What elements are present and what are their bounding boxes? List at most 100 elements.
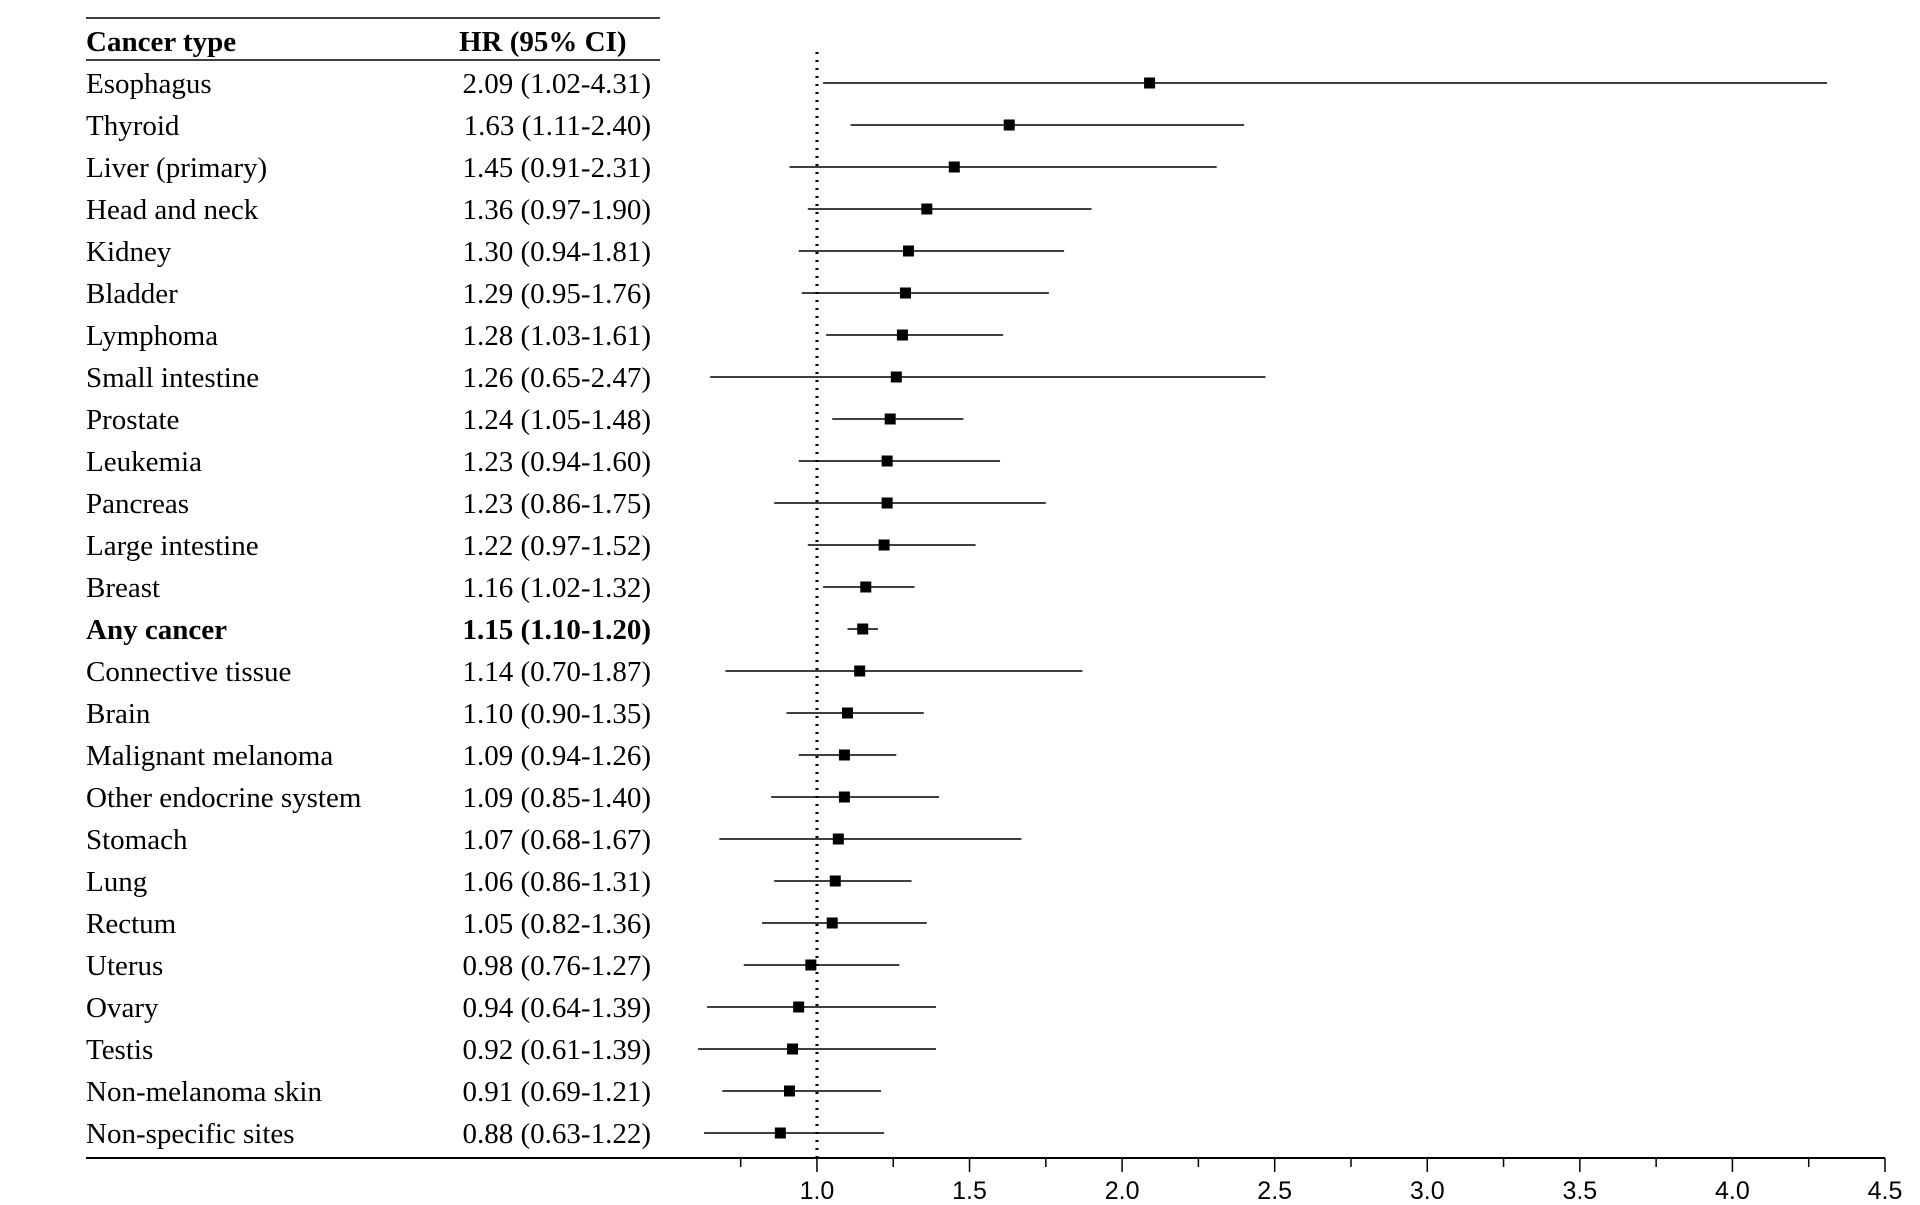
hr-point-marker <box>899 287 911 299</box>
row-label: Uterus <box>86 950 163 982</box>
table-row: Lung 1.06 (0.86-1.31) <box>86 866 912 898</box>
row-hr-ci: 0.94 (0.64-1.39) <box>463 992 651 1024</box>
hr-point-marker <box>860 581 872 593</box>
row-hr-ci: 1.06 (0.86-1.31) <box>463 866 651 898</box>
table-row: Large intestine 1.22 (0.97-1.52) <box>86 530 976 562</box>
row-hr-ci: 2.09 (1.02-4.31) <box>463 68 651 100</box>
table-row: Leukemia 1.23 (0.94-1.60) <box>86 446 1001 478</box>
table-row: Rectum 1.05 (0.82-1.36) <box>86 908 927 940</box>
table-row: Liver (primary) 1.45 (0.91-2.31) <box>86 152 1217 184</box>
table-row: Connective tissue 1.14 (0.70-1.87) <box>86 656 1083 688</box>
row-label: Other endocrine system <box>86 782 362 814</box>
row-label: Any cancer <box>86 614 227 646</box>
row-label: Lymphoma <box>86 320 218 352</box>
row-hr-ci: 1.09 (0.85-1.40) <box>463 782 651 814</box>
table-row: Non-melanoma skin 0.91 (0.69-1.21) <box>86 1076 882 1108</box>
row-hr-ci: 1.23 (0.94-1.60) <box>463 446 651 478</box>
x-tick-label: 3.0 <box>1410 1177 1445 1205</box>
column-header-hr-ci: HR (95% CI) <box>459 26 627 58</box>
row-hr-ci: 1.07 (0.68-1.67) <box>463 824 651 856</box>
row-label: Thyroid <box>86 110 180 142</box>
table-row: Kidney 1.30 (0.94-1.81) <box>86 236 1065 268</box>
row-hr-ci: 1.28 (1.03-1.61) <box>463 320 651 352</box>
table-row: Non-specific sites 0.88 (0.63-1.22) <box>86 1118 885 1150</box>
hr-point-marker <box>829 875 841 887</box>
row-label: Malignant melanoma <box>86 740 333 772</box>
row-hr-ci: 1.09 (0.94-1.26) <box>463 740 651 772</box>
row-label: Pancreas <box>86 488 189 520</box>
hr-point-marker <box>832 833 844 845</box>
column-header-cancer-type: Cancer type <box>86 26 236 58</box>
row-hr-ci: 1.30 (0.94-1.81) <box>463 236 651 268</box>
hr-point-marker <box>881 455 893 467</box>
hr-point-marker <box>857 623 869 635</box>
row-label: Esophagus <box>86 68 212 100</box>
hr-point-marker <box>921 203 933 215</box>
row-label: Leukemia <box>86 446 202 478</box>
row-label: Breast <box>86 572 160 604</box>
row-label: Liver (primary) <box>86 152 267 184</box>
hr-point-marker <box>783 1085 795 1097</box>
hr-point-marker <box>881 497 893 509</box>
hr-point-marker <box>890 371 902 383</box>
row-label: Bladder <box>86 278 178 310</box>
hr-point-marker <box>793 1001 805 1013</box>
row-label: Testis <box>86 1034 153 1066</box>
hr-point-marker <box>826 917 838 929</box>
row-hr-ci: 1.63 (1.11-2.40) <box>464 110 651 142</box>
x-tick-label: 2.5 <box>1257 1177 1292 1205</box>
table-row: Brain 1.10 (0.90-1.35) <box>86 698 924 730</box>
table-row: Other endocrine system 1.09 (0.85-1.40) <box>86 782 940 814</box>
row-label: Small intestine <box>86 362 259 394</box>
x-tick-label: 4.0 <box>1715 1177 1750 1205</box>
table-row: Thyroid 1.63 (1.11-2.40) <box>86 110 1245 142</box>
row-hr-ci: 1.45 (0.91-2.31) <box>463 152 651 184</box>
table-row: Uterus 0.98 (0.76-1.27) <box>86 950 900 982</box>
hr-point-marker <box>878 539 890 551</box>
table-row: Breast 1.16 (1.02-1.32) <box>86 572 915 604</box>
row-hr-ci: 1.29 (0.95-1.76) <box>463 278 651 310</box>
row-hr-ci: 1.16 (1.02-1.32) <box>463 572 651 604</box>
row-hr-ci: 1.05 (0.82-1.36) <box>463 908 651 940</box>
forest-rows: Esophagus 2.09 (1.02-4.31) Thyroid 1.63 (1.… <box>86 68 1828 1150</box>
row-hr-ci: 1.10 (0.90-1.35) <box>463 698 651 730</box>
x-tick-label: 4.5 <box>1868 1177 1903 1205</box>
table-row: Malignant melanoma 1.09 (0.94-1.26) <box>86 740 897 772</box>
row-hr-ci: 0.91 (0.69-1.21) <box>463 1076 651 1108</box>
x-tick-label: 2.0 <box>1105 1177 1140 1205</box>
row-label: Lung <box>86 866 147 898</box>
table-row: Pancreas 1.23 (0.86-1.75) <box>86 488 1046 520</box>
row-hr-ci: 1.14 (0.70-1.87) <box>463 656 651 688</box>
hr-point-marker <box>838 791 850 803</box>
row-hr-ci: 1.23 (0.86-1.75) <box>463 488 651 520</box>
hr-point-marker <box>787 1043 799 1055</box>
hr-point-marker <box>1003 119 1015 131</box>
table-row: Prostate 1.24 (1.05-1.48) <box>86 404 964 436</box>
table-row: Lymphoma 1.28 (1.03-1.61) <box>86 320 1004 352</box>
hr-point-marker <box>805 959 817 971</box>
table-row: Ovary 0.94 (0.64-1.39) <box>86 992 936 1024</box>
hr-point-marker <box>1144 77 1156 89</box>
row-label: Kidney <box>86 236 172 268</box>
row-label: Brain <box>86 698 151 730</box>
row-label: Stomach <box>86 824 188 856</box>
row-hr-ci: 0.92 (0.61-1.39) <box>463 1034 651 1066</box>
hr-point-marker <box>774 1127 786 1139</box>
hr-point-marker <box>841 707 853 719</box>
row-label: Prostate <box>86 404 179 436</box>
row-hr-ci: 1.24 (1.05-1.48) <box>463 404 651 436</box>
x-tick-label: 1.5 <box>952 1177 987 1205</box>
hr-point-marker <box>838 749 850 761</box>
row-hr-ci: 0.98 (0.76-1.27) <box>463 950 651 982</box>
table-row: Small intestine 1.26 (0.65-2.47) <box>86 362 1266 394</box>
row-label: Rectum <box>86 908 177 940</box>
row-hr-ci: 1.15 (1.10-1.20) <box>463 614 651 646</box>
x-axis: 1.0 1.5 2.0 2.5 3.0 3.5 4.0 4.5 <box>739 1158 1903 1205</box>
row-label: Head and neck <box>86 194 259 226</box>
hr-point-marker <box>896 329 908 341</box>
row-label: Non-specific sites <box>86 1118 295 1150</box>
row-label: Large intestine <box>86 530 259 562</box>
hr-point-marker <box>884 413 896 425</box>
x-tick-label: 3.5 <box>1562 1177 1597 1205</box>
